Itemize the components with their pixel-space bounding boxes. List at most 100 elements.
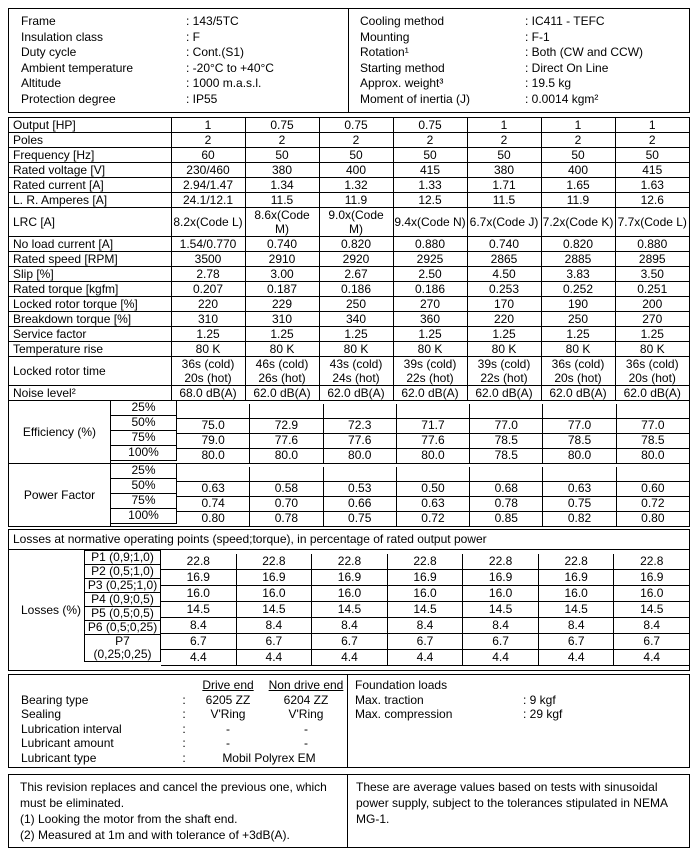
perf-value-cell: 77.0 xyxy=(641,418,665,432)
perf-value-cell: 77.6 xyxy=(324,434,397,448)
spec-cell: 1.65 xyxy=(540,177,616,193)
spec-cell: 1.25 xyxy=(540,326,616,342)
spec-cell: 270 xyxy=(392,296,468,312)
spec-cell: 50 xyxy=(466,147,542,163)
spec-cell: 0.253 xyxy=(466,281,542,297)
spec-cell: 270 xyxy=(614,311,689,327)
spec-row: Frequency [Hz] 60 50 50 50 50 50 50 xyxy=(9,147,689,163)
info-label: Rotation¹ xyxy=(360,45,409,59)
info-row: Cooling method: IC411 - TEFC xyxy=(360,14,689,30)
spec-cell: 3.83 xyxy=(540,266,616,282)
bearing-row-label: Lubricant amount xyxy=(21,736,114,751)
perf-value-cell xyxy=(250,467,324,481)
spec-cell: 310 xyxy=(244,311,320,327)
perf-value-cell xyxy=(617,467,689,481)
efficiency-section: Efficiency (%) 25% 50% 75% 100% 75.0 72.9 72.3 7… xyxy=(9,401,689,463)
info-value: : -20°C to +40°C xyxy=(186,60,274,75)
spec-cell: 62.0 dB(A) xyxy=(614,385,689,401)
perf-value-cell: 71.7 xyxy=(397,419,471,433)
spec-row-label: Temperature rise xyxy=(9,341,172,357)
spec-cell: 229 xyxy=(244,296,320,312)
losses-value-cell: 14.5 xyxy=(388,602,464,617)
info-label: Moment of inertia (J) xyxy=(360,91,471,106)
spec-row: LRC [A] 8.2x(Code L) 8.6x(Code M) 9.0x(Code… xyxy=(9,207,689,237)
spec-cell: 0.75 xyxy=(244,118,320,133)
perf-value-cell xyxy=(617,404,689,418)
spec-row-label: Rated speed [RPM] xyxy=(9,251,172,267)
losses-point-label: P4 (0,9;0,5) xyxy=(84,592,161,607)
losses-value-cell: 16.9 xyxy=(640,570,664,584)
losses-value-cell: 16.0 xyxy=(312,586,388,601)
spec-row: Slip [%] 2.78 3.00 2.67 2.50 4.50 3.83 3.50 xyxy=(9,266,689,282)
spec-row: Rated current [A] 2.94/1.47 1.34 1.32 1.33 1.… xyxy=(9,177,689,193)
bearing-value-drive-end: - xyxy=(226,736,230,751)
foundation-row-value: : 29 kgf xyxy=(523,707,563,722)
info-label: Frame xyxy=(21,14,56,28)
losses-value-row: 16.9 16.9 16.9 16.9 16.9 16.9 16.9 xyxy=(161,570,689,586)
losses-value-cell: 22.8 xyxy=(312,554,388,569)
spec-cell: 0.740 xyxy=(466,236,542,252)
load-point-label: 75% xyxy=(111,494,177,509)
spec-row-label: Breakdown torque [%] xyxy=(9,311,172,327)
info-row: Mounting: F-1 xyxy=(360,30,689,46)
spec-cell: 0.207 xyxy=(170,281,246,297)
perf-value-cell: 0.72 xyxy=(397,512,471,526)
losses-value-cell: 4.4 xyxy=(312,650,388,665)
losses-value-cell: 6.7 xyxy=(312,634,388,649)
losses-value-cell: 22.8 xyxy=(161,554,237,569)
spec-cell: 0.740 xyxy=(244,236,320,252)
bearing-row-label: Lubrication interval xyxy=(21,721,122,736)
losses-value-cell: 22.8 xyxy=(237,554,313,569)
spec-cell: 1.25 xyxy=(466,326,542,342)
bearing-colon: : xyxy=(182,750,186,765)
losses-point-label: P1 (0,9;1,0) xyxy=(84,550,161,565)
perf-value-cell: 72.9 xyxy=(250,419,324,433)
losses-value-cell: 16.0 xyxy=(539,586,615,601)
perf-value-cell xyxy=(250,404,324,418)
bearing-row: Sealing: V'Ring V'Ring xyxy=(21,707,347,722)
perf-value-cell: 72.3 xyxy=(324,419,397,433)
info-row: Insulation class: F xyxy=(21,30,348,46)
losses-value-row: 22.8 22.8 22.8 22.8 22.8 22.8 22.8 xyxy=(161,554,689,570)
spec-cell: 0.820 xyxy=(540,236,616,252)
foundation-row-label: Max. compression xyxy=(355,707,453,722)
perf-value-cell: 75.0 xyxy=(177,419,251,433)
spec-cell: 80 K xyxy=(466,341,542,357)
spec-cell: 62.0 dB(A) xyxy=(318,385,394,401)
perf-value-cell: 0.75 xyxy=(543,497,617,511)
perf-group-label: Power Factor xyxy=(9,464,111,526)
perf-group-label: Efficiency (%) xyxy=(9,401,111,463)
spec-cell: 400 xyxy=(540,162,616,178)
spec-cell: 2 xyxy=(614,132,689,148)
info-value: : 1000 m.a.s.l. xyxy=(186,76,262,90)
losses-value-cell: 16.9 xyxy=(237,570,313,585)
foundation-section: Foundation loads Max. traction: 9 kgf Max… xyxy=(348,675,689,767)
spec-cell: 0.186 xyxy=(318,281,394,297)
spec-cell: 11.5 xyxy=(466,192,542,208)
losses-point-label: P5 (0,5;0,5) xyxy=(84,606,161,621)
spec-cell: 170 xyxy=(466,296,542,312)
bearing-colon: : xyxy=(182,736,186,751)
info-value: : Both (CW and CCW) xyxy=(525,45,644,59)
load-point-label: 75% xyxy=(111,431,177,446)
spec-row: L. R. Amperes [A] 24.1/12.1 11.5 11.9 12.5 11… xyxy=(9,192,689,208)
spec-cell: 220 xyxy=(170,296,246,312)
spec-cell: 2925 xyxy=(392,251,468,267)
bearing-value-drive-end: V'Ring xyxy=(210,707,246,722)
spec-cell: 36s (cold) 20s (hot) xyxy=(170,356,246,386)
bearing-value-span: Mobil Polyrex EM xyxy=(222,750,316,765)
spec-cell: 1.25 xyxy=(392,326,468,342)
spec-cell: 50 xyxy=(614,147,689,163)
general-info-section: Frame: 143/5TC Insulation class: F Duty cy… xyxy=(8,8,690,113)
losses-value-cell: 14.5 xyxy=(463,602,539,617)
losses-value-cell: 16.9 xyxy=(539,570,615,585)
spec-row-label: Rated current [A] xyxy=(9,177,172,193)
perf-value-cell: 78.5 xyxy=(641,433,665,447)
perf-value-cell: 77.6 xyxy=(250,434,324,448)
losses-value-cell: 8.4 xyxy=(463,618,539,633)
bearing-colon: : xyxy=(182,721,186,736)
perf-value-cell: 77.6 xyxy=(397,434,471,448)
perf-value-cell: 0.78 xyxy=(470,497,544,511)
spec-row: Locked rotor time 36s (cold) 20s (hot) 46s… xyxy=(9,356,689,386)
perf-value-cell: 0.85 xyxy=(470,512,544,526)
